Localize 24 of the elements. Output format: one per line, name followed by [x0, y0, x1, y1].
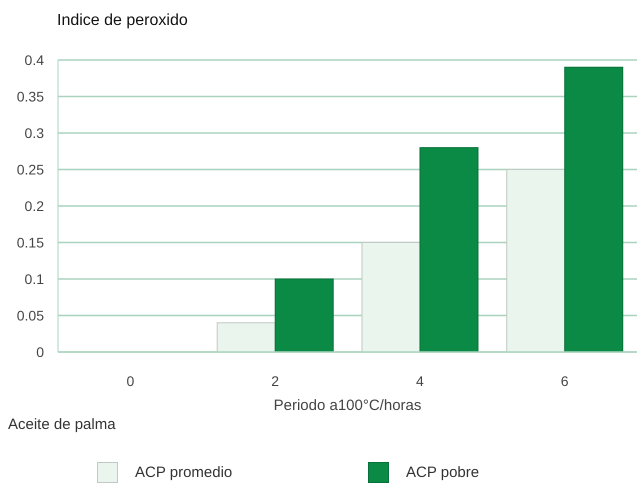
legend-label: ACP pobre	[406, 464, 480, 481]
bar	[506, 169, 566, 352]
bar	[419, 147, 478, 352]
x-tick-label: 0	[126, 372, 134, 389]
bar	[216, 322, 276, 352]
y-tick-label: 0.15	[16, 234, 44, 250]
legend-label: ACP promedio	[135, 464, 232, 481]
x-tick-label: 2	[271, 372, 280, 389]
y-tick-label: 0.05	[16, 307, 44, 324]
y-tick-label: 0.35	[16, 88, 44, 104]
x-tick-label: 6	[560, 372, 569, 389]
x-axis-title: Periodo a100°C/horas	[274, 397, 422, 414]
bar	[564, 66, 624, 352]
y-tick-label: 0.25	[16, 161, 44, 178]
x-tick-label: 4	[416, 372, 424, 389]
bar	[361, 242, 420, 352]
y-tick-label: 0.4	[24, 52, 44, 68]
legend-title: Aceite de palma	[8, 416, 116, 433]
y-tick-label: 0	[36, 344, 44, 360]
y-tick-label: 0.1	[24, 270, 44, 287]
y-axis-title: Indice de peroxido	[57, 12, 188, 29]
bar	[274, 278, 334, 352]
y-tick-label: 0.3	[24, 124, 44, 141]
y-tick-label: 0.2	[24, 198, 44, 214]
